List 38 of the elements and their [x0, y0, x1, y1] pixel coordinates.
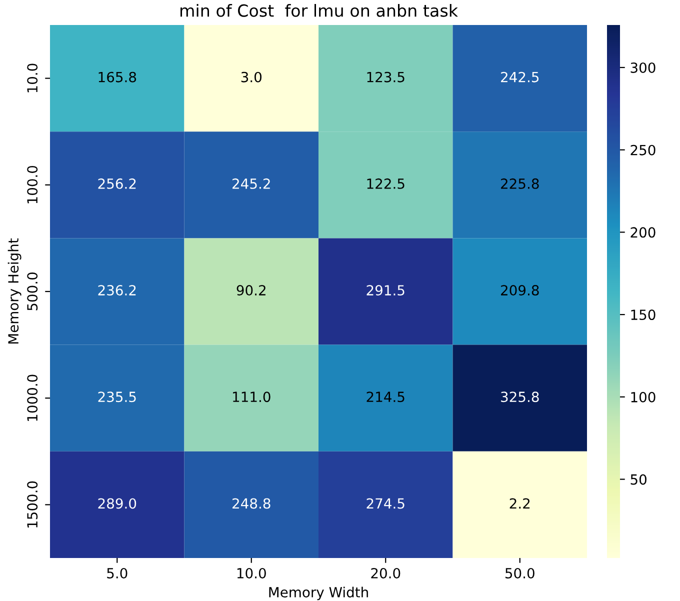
data-label: 123.5 — [367, 72, 404, 82]
data-label: 3.0 — [241, 72, 262, 82]
y-axis-title: Memory Height — [8, 238, 22, 344]
data-label: 209.8 — [501, 285, 539, 296]
color-bar-label: 300 — [630, 62, 656, 73]
data-label: 122.5 — [367, 178, 404, 189]
x-axis-title: Memory Width — [269, 586, 368, 600]
data-label: 2.2 — [510, 498, 530, 509]
data-label: 291.5 — [366, 285, 404, 296]
data-label: 289.0 — [98, 498, 136, 509]
y-tick-label: 1500.0 — [27, 481, 38, 528]
x-tick-label: 5.0 — [107, 568, 128, 578]
data-label: 245.2 — [232, 178, 270, 189]
data-label: 165.8 — [98, 72, 136, 82]
data-label: 256.2 — [98, 178, 136, 189]
data-label: 236.2 — [98, 285, 136, 296]
x-tick-label: 20.0 — [371, 568, 400, 578]
data-label: 248.8 — [232, 498, 270, 509]
data-label: 325.8 — [501, 392, 539, 402]
data-label: 274.5 — [366, 498, 404, 509]
color-bar-label: 50 — [630, 474, 646, 485]
data-label: 111.0 — [233, 392, 270, 402]
color-bar-label: 250 — [630, 144, 656, 156]
data-label: 242.5 — [501, 72, 539, 82]
y-tick-label: 500.0 — [27, 272, 38, 310]
y-tick-label: 1000.0 — [27, 374, 38, 421]
data-label: 235.5 — [98, 392, 136, 402]
color-bar-label: 100 — [631, 392, 656, 402]
data-label: 214.5 — [366, 392, 404, 402]
y-tick-label: 100.0 — [27, 166, 38, 204]
color-bar-label: 200 — [630, 227, 656, 238]
y-tick-label: 10.0 — [27, 64, 38, 92]
data-label: 90.2 — [236, 285, 266, 296]
chart-title: min of Cost for lmu on anbn task — [180, 4, 458, 17]
color-bar-label: 150 — [631, 310, 656, 320]
x-tick-label: 10.0 — [237, 568, 266, 578]
x-tick-label: 50.0 — [505, 568, 534, 578]
data-label: 225.8 — [501, 178, 539, 189]
